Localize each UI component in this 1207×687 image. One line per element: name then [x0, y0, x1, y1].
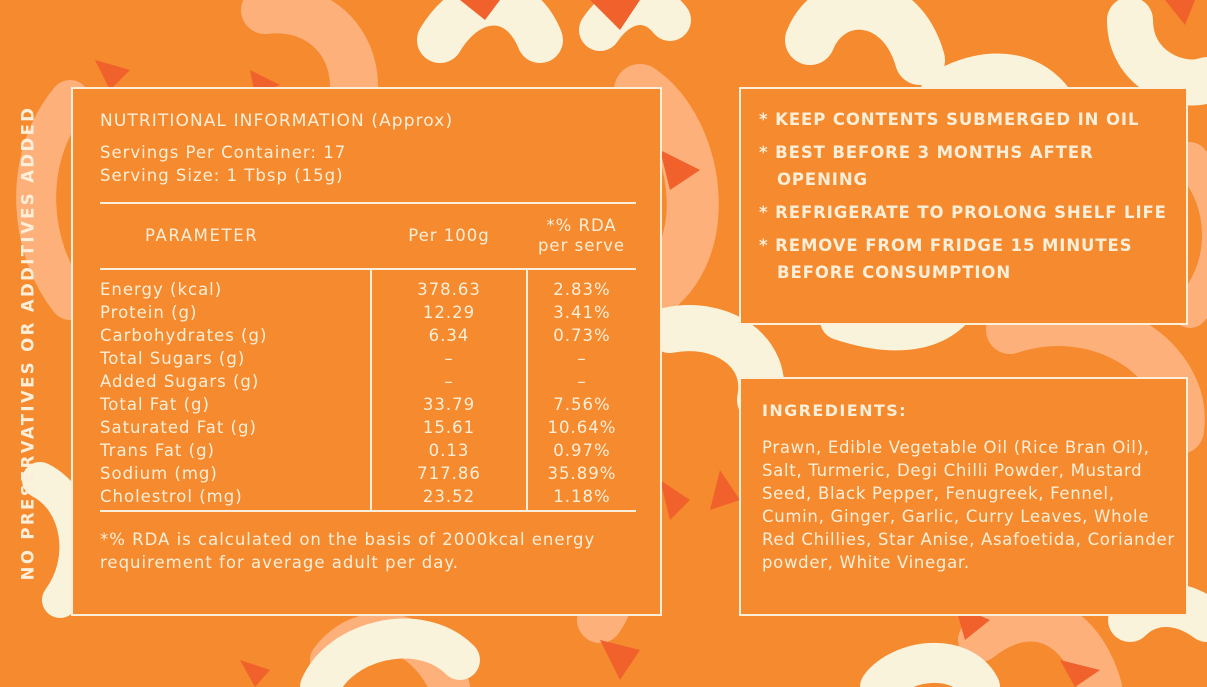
nutrition-panel: NUTRITIONAL INFORMATION (Approx) Serving… [71, 87, 662, 616]
cell-per100g: 23.52 [370, 485, 527, 512]
ingredients-title: INGREDIENTS: [762, 401, 907, 420]
nutrition-table: PARAMETER Per 100g *% RDA per serve Ener… [100, 202, 636, 512]
cell-parameter: Protein (g) [100, 303, 198, 322]
cell-per100g: – [370, 347, 527, 370]
nutrition-header-row: PARAMETER Per 100g *% RDA per serve [100, 202, 636, 270]
cell-rda: 10.64% [526, 416, 636, 439]
cell-parameter: Saturated Fat (g) [100, 418, 257, 437]
header-per100g: Per 100g [371, 202, 527, 270]
cell-per100g: 6.34 [370, 324, 527, 347]
cell-parameter: Cholestrol (mg) [100, 485, 371, 512]
table-row: Total Fat (g) 33.79 7.56% [100, 393, 636, 416]
cell-per100g: 12.29 [370, 301, 527, 324]
side-tagline: NO PRESERVATIVES OR ADDITIVES ADDED [18, 105, 38, 581]
cell-rda: 7.56% [526, 393, 636, 416]
cell-per100g: 33.79 [370, 393, 527, 416]
cell-per100g: 15.61 [370, 416, 527, 439]
table-row: Trans Fat (g) 0.13 0.97% [100, 439, 636, 462]
cell-parameter: Trans Fat (g) [100, 441, 215, 460]
nutrition-title: NUTRITIONAL INFORMATION (Approx) [100, 111, 454, 131]
table-row: Total Sugars (g) – – [100, 347, 636, 370]
cell-per100g: 717.86 [370, 462, 527, 485]
table-row: Cholestrol (mg) 23.52 1.18% [100, 485, 636, 512]
table-row: Carbohydrates (g) 6.34 0.73% [100, 324, 636, 347]
list-item: * BEST BEFORE 3 MONTHS AFTER OPENING [759, 143, 1094, 189]
cell-rda: – [526, 347, 636, 370]
ingredients-text: Prawn, Edible Vegetable Oil (Rice Bran O… [762, 438, 1175, 572]
cell-parameter: Carbohydrates (g) [100, 326, 268, 345]
header-rda-line1: *% RDA [546, 216, 617, 235]
header-rda: *% RDA per serve [527, 202, 636, 270]
list-item: * REFRIGERATE TO PROLONG SHELF LIFE [759, 203, 1167, 222]
serving-size: Serving Size: 1 Tbsp (15g) [100, 166, 344, 185]
cell-parameter: Total Fat (g) [100, 395, 210, 414]
cell-rda: 3.41% [526, 301, 636, 324]
list-item: * REMOVE FROM FRIDGE 15 MINUTES BEFORE C… [759, 236, 1133, 282]
storage-instructions-panel: * KEEP CONTENTS SUBMERGED IN OIL * BEST … [739, 87, 1188, 325]
cell-rda: 35.89% [526, 462, 636, 485]
servings-per-container: Servings Per Container: 17 [100, 143, 347, 162]
ingredients-panel: INGREDIENTS: Prawn, Edible Vegetable Oil… [739, 377, 1188, 616]
table-row: Protein (g) 12.29 3.41% [100, 301, 636, 324]
list-item: * KEEP CONTENTS SUBMERGED IN OIL [759, 110, 1140, 129]
cell-per100g: 0.13 [370, 439, 527, 462]
cell-rda: – [526, 370, 636, 393]
table-row: Sodium (mg) 717.86 35.89% [100, 462, 636, 485]
header-parameter: PARAMETER [100, 202, 371, 270]
header-rda-line2: per serve [537, 236, 626, 255]
cell-parameter: Sodium (mg) [100, 464, 218, 483]
table-row: Saturated Fat (g) 15.61 10.64% [100, 416, 636, 439]
cell-parameter: Added Sugars (g) [100, 372, 260, 391]
table-row: Energy (kcal) 378.63 2.83% [100, 269, 636, 301]
cell-parameter: Total Sugars (g) [100, 349, 246, 368]
cell-rda: 2.83% [526, 269, 636, 301]
cell-per100g: – [370, 370, 527, 393]
storage-instructions-list: * KEEP CONTENTS SUBMERGED IN OIL * BEST … [759, 106, 1179, 292]
cell-per100g: 378.63 [370, 269, 527, 301]
rda-footnote: *% RDA is calculated on the basis of 200… [100, 530, 596, 572]
cell-rda: 0.97% [526, 439, 636, 462]
cell-rda: 0.73% [526, 324, 636, 347]
table-row: Added Sugars (g) – – [100, 370, 636, 393]
cell-rda: 1.18% [526, 485, 636, 512]
cell-parameter: Energy (kcal) [100, 280, 223, 299]
